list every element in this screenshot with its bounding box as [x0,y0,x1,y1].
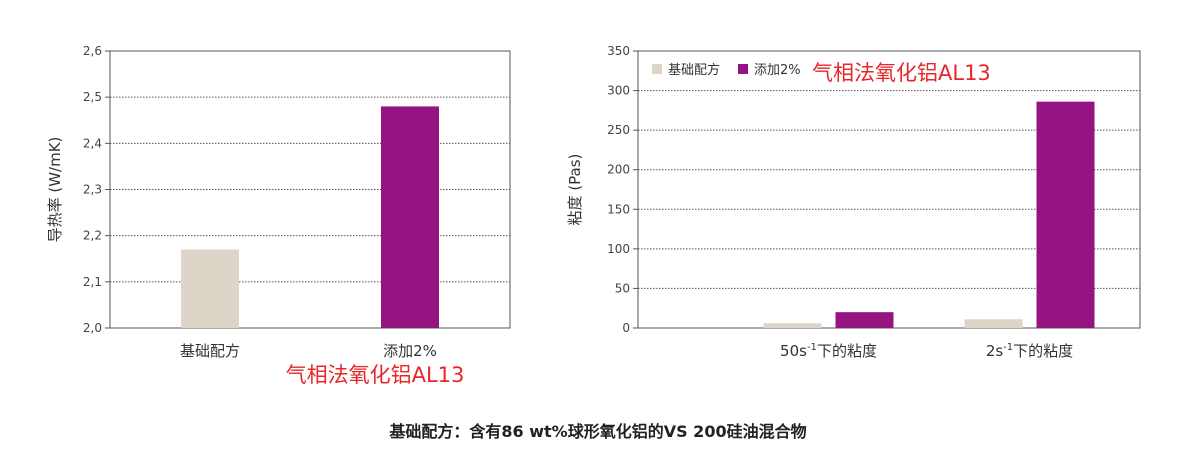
legend-swatch [652,64,662,74]
y-tick-label: 2,1 [83,275,102,289]
category-label: 50s-1下的粘度 [780,342,877,360]
y-tick-label: 2,3 [83,183,102,197]
y-tick-label: 2,6 [83,44,102,58]
y-tick-label: 2,4 [83,136,102,150]
y-tick-label: 2,2 [83,229,102,243]
bar [1036,101,1095,328]
y-tick-label: 2,0 [83,321,102,335]
y-tick-label: 150 [607,202,630,216]
annotation-right: 气相法氧化铝AL13 [812,61,991,85]
category-label: 添加2% [383,342,437,360]
legend-label: 基础配方 [668,62,720,78]
bar [964,319,1023,328]
viscosity-chart: 0 50 100 150 200 250 300 350 50s-1下的粘度 2s-1下的粘度 粘度… [566,44,1141,360]
y-tick-label: 350 [607,44,630,58]
y-axis-label: 粘度 (Pas) [566,154,584,226]
y-tick-label: 100 [607,242,630,256]
bar [181,249,239,328]
y-tick-label: 300 [607,84,630,98]
y-tick-label: 0 [622,321,630,335]
y-tick-label: 50 [615,281,630,295]
y-tick-label: 2,5 [83,90,102,104]
bar [381,106,439,329]
y-tick-label: 250 [607,123,630,137]
y-axis-label: 导热率 (W/mK) [46,137,64,243]
thermal-conductivity-chart: 2,0 2,1 2,2 2,3 2,4 2,5 2,6 基础配方 添加2% 导热率 (W/mK) [46,44,511,360]
footnote: 基础配方：含有86 wt%球形氧化铝的VS 200硅油混合物 [388,422,806,441]
legend-swatch [738,64,748,74]
annotation-left: 气相法氧化铝AL13 [286,363,465,387]
bar [763,323,822,328]
bar [835,312,894,328]
category-label: 基础配方 [180,342,240,360]
legend-label: 添加2% [754,63,801,78]
y-tick-label: 200 [607,163,630,177]
category-label: 2s-1下的粘度 [986,342,1073,360]
